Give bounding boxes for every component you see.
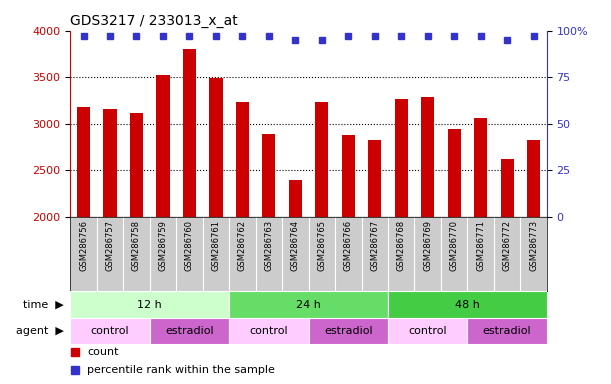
Text: control: control	[90, 326, 130, 336]
Bar	[289, 180, 302, 384]
Bar	[388, 318, 467, 344]
Bar	[368, 141, 381, 384]
Text: GSM286773: GSM286773	[529, 220, 538, 271]
Bar	[474, 118, 488, 384]
Text: GSM286771: GSM286771	[476, 220, 485, 271]
Bar	[229, 291, 388, 318]
Bar	[103, 109, 117, 384]
Bar	[236, 102, 249, 384]
Text: GSM286759: GSM286759	[158, 220, 167, 271]
Bar	[77, 107, 90, 384]
Bar	[262, 134, 276, 384]
Text: 12 h: 12 h	[137, 300, 162, 310]
Text: GSM286764: GSM286764	[291, 220, 300, 271]
Text: GSM286758: GSM286758	[132, 220, 141, 271]
Bar	[421, 97, 434, 384]
Text: GSM286772: GSM286772	[503, 220, 511, 271]
Bar	[156, 75, 170, 384]
Bar	[388, 291, 547, 318]
Bar	[395, 99, 408, 384]
Bar	[209, 78, 222, 384]
Text: estradiol: estradiol	[324, 326, 373, 336]
Text: estradiol: estradiol	[483, 326, 532, 336]
Bar	[130, 113, 143, 384]
Text: GSM286763: GSM286763	[265, 220, 273, 271]
Text: GDS3217 / 233013_x_at: GDS3217 / 233013_x_at	[70, 14, 238, 28]
Text: control: control	[408, 326, 447, 336]
Bar	[447, 129, 461, 384]
Text: GSM286760: GSM286760	[185, 220, 194, 271]
Text: 48 h: 48 h	[455, 300, 480, 310]
Text: GSM286757: GSM286757	[106, 220, 114, 271]
Text: GSM286761: GSM286761	[211, 220, 221, 271]
Text: GSM286756: GSM286756	[79, 220, 88, 271]
Bar	[467, 318, 547, 344]
Text: GSM286770: GSM286770	[450, 220, 459, 271]
Text: agent  ▶: agent ▶	[16, 326, 64, 336]
Bar	[309, 318, 388, 344]
Text: GSM286768: GSM286768	[397, 220, 406, 271]
Bar	[527, 141, 540, 384]
Text: time  ▶: time ▶	[23, 300, 64, 310]
Text: GSM286767: GSM286767	[370, 220, 379, 271]
Bar	[70, 291, 229, 318]
Text: percentile rank within the sample: percentile rank within the sample	[87, 365, 275, 375]
Bar	[229, 318, 309, 344]
Text: GSM286762: GSM286762	[238, 220, 247, 271]
Bar	[150, 318, 229, 344]
Bar	[500, 159, 514, 384]
Bar	[183, 49, 196, 384]
Text: count: count	[87, 347, 119, 357]
Text: GSM286769: GSM286769	[423, 220, 432, 271]
Text: GSM286765: GSM286765	[317, 220, 326, 271]
Bar	[315, 102, 329, 384]
Bar	[70, 318, 150, 344]
Bar	[342, 135, 355, 384]
Text: control: control	[249, 326, 288, 336]
Text: 24 h: 24 h	[296, 300, 321, 310]
Text: GSM286766: GSM286766	[344, 220, 353, 271]
Text: estradiol: estradiol	[165, 326, 214, 336]
